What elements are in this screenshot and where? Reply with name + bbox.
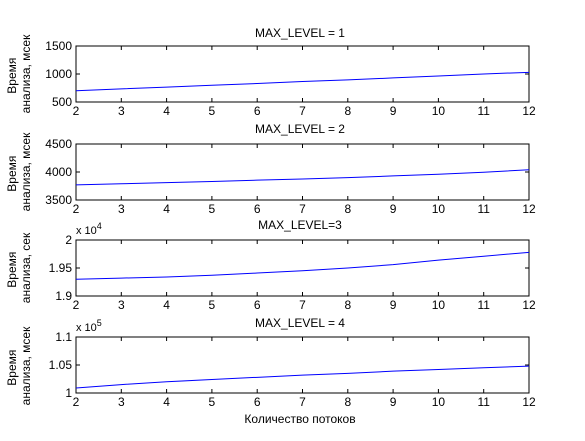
subplot-4-xtick-label: 6 bbox=[254, 395, 261, 409]
subplot-1-xtick-label: 2 bbox=[73, 104, 80, 118]
subplot-2-xtick-label: 6 bbox=[254, 202, 261, 216]
subplot-4-xtick-label: 9 bbox=[390, 395, 397, 409]
subplot-2-xtick-label: 11 bbox=[477, 202, 490, 216]
subplot-3-xtick-label: 6 bbox=[254, 298, 261, 312]
subplot-1-xtick-label: 12 bbox=[522, 104, 536, 118]
subplot-1-ytick-label: 1500 bbox=[45, 39, 72, 53]
subplot-2-xtick-label: 9 bbox=[390, 202, 397, 216]
subplot-4-xtick-label: 5 bbox=[209, 395, 216, 409]
subplot-2-xtick-label: 4 bbox=[163, 202, 170, 216]
subplot-4-xtick-label: 12 bbox=[522, 395, 536, 409]
subplot-4-xtick-label: 4 bbox=[163, 395, 170, 409]
subplot-3-xtick-label: 9 bbox=[390, 298, 397, 312]
subplot-2-axes-box bbox=[76, 144, 529, 200]
subplot-2-xtick-label: 7 bbox=[299, 202, 306, 216]
subplot-2-xtick-label: 3 bbox=[118, 202, 125, 216]
subplot-2-xtick-label: 2 bbox=[73, 202, 80, 216]
subplot-2-xtick-label: 12 bbox=[522, 202, 536, 216]
subplot-1-xtick-label: 8 bbox=[344, 104, 351, 118]
subplot-1-ytick-label: 500 bbox=[52, 95, 72, 109]
subplot-4-axes-box bbox=[76, 337, 529, 393]
subplot-1-xtick-label: 4 bbox=[163, 104, 170, 118]
subplot-2-xtick-label: 10 bbox=[432, 202, 446, 216]
subplot-4-ytick-label: 1.1 bbox=[55, 330, 72, 344]
subplot-1-title: MAX_LEVEL = 1 bbox=[255, 26, 345, 40]
subplot-3-xtick-label: 12 bbox=[522, 298, 536, 312]
subplot-2-ytick-label: 4500 bbox=[45, 137, 72, 151]
subplot-3-ytick-label: 1.95 bbox=[49, 261, 73, 275]
subplot-3-xtick-label: 3 bbox=[118, 298, 125, 312]
subplot-4-xtick-label: 10 bbox=[432, 395, 446, 409]
subplot-2-ytick-label: 4000 bbox=[45, 165, 72, 179]
subplot-1-xtick-label: 10 bbox=[432, 104, 446, 118]
subplot-3-xtick-label: 5 bbox=[209, 298, 216, 312]
subplot-1-xtick-label: 5 bbox=[209, 104, 216, 118]
subplot-3-xtick-label: 8 bbox=[344, 298, 351, 312]
subplot-4-xtick-label: 3 bbox=[118, 395, 125, 409]
subplot-1-axes-box bbox=[76, 46, 529, 102]
subplot-1-xtick-label: 6 bbox=[254, 104, 261, 118]
subplot-3-xtick-label: 7 bbox=[299, 298, 306, 312]
subplot-3-title: MAX_LEVEL=3 bbox=[258, 218, 342, 232]
subplot-1-xtick-label: 9 bbox=[390, 104, 397, 118]
subplot-4-xtick-label: 8 bbox=[344, 395, 351, 409]
subplot-3-xtick-label: 2 bbox=[73, 298, 80, 312]
subplot-4-ytick-label: 1 bbox=[65, 386, 72, 400]
subplot-3-axes-box bbox=[76, 240, 529, 296]
subplot-4-xlabel: Количество потоков bbox=[244, 412, 355, 426]
subplot-3-ytick-label: 1.9 bbox=[55, 289, 72, 303]
subplot-4-xtick-label: 2 bbox=[73, 395, 80, 409]
subplot-1-xtick-label: 11 bbox=[477, 104, 490, 118]
subplot-3-xtick-label: 10 bbox=[432, 298, 446, 312]
subplot-2-title: MAX_LEVEL = 2 bbox=[255, 122, 345, 136]
subplot-2-xtick-label: 8 bbox=[344, 202, 351, 216]
subplot-4-title: MAX_LEVEL = 4 bbox=[255, 316, 345, 330]
subplot-3-xtick-label: 4 bbox=[163, 298, 170, 312]
subplot-4-xtick-label: 11 bbox=[477, 395, 490, 409]
subplot-4-xtick-label: 7 bbox=[299, 395, 306, 409]
subplot-3-xtick-label: 11 bbox=[477, 298, 490, 312]
subplot-1-ytick-label: 1000 bbox=[45, 67, 72, 81]
subplot-3-ytick-label: 2 bbox=[65, 233, 72, 247]
subplot-2-ytick-label: 3500 bbox=[45, 193, 72, 207]
subplot-4-ytick-label: 1.05 bbox=[49, 358, 73, 372]
subplot-1-xtick-label: 3 bbox=[118, 104, 125, 118]
subplot-2-xtick-label: 5 bbox=[209, 202, 216, 216]
subplot-1-xtick-label: 7 bbox=[299, 104, 306, 118]
